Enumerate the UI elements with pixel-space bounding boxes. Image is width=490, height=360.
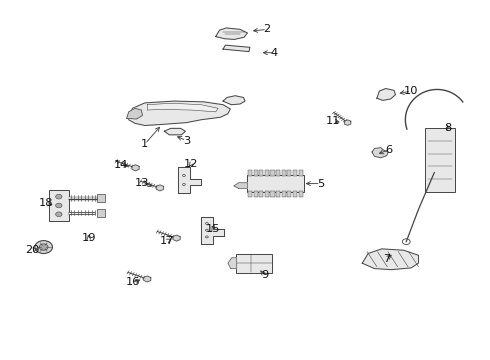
Bar	[248, 170, 252, 176]
Bar	[287, 170, 292, 176]
Text: 8: 8	[444, 123, 452, 133]
Text: 16: 16	[125, 277, 140, 287]
Polygon shape	[344, 120, 351, 125]
Polygon shape	[147, 103, 218, 112]
Circle shape	[56, 194, 62, 199]
Text: 12: 12	[184, 158, 198, 168]
FancyBboxPatch shape	[247, 175, 304, 192]
Bar	[293, 192, 297, 198]
Text: 17: 17	[160, 236, 174, 246]
Bar	[293, 170, 297, 176]
Polygon shape	[178, 167, 201, 193]
Bar	[270, 192, 274, 198]
Polygon shape	[362, 249, 418, 270]
Polygon shape	[144, 276, 151, 282]
FancyBboxPatch shape	[236, 254, 272, 273]
Bar	[298, 192, 303, 198]
Bar	[253, 192, 258, 198]
Text: 14: 14	[114, 159, 128, 170]
FancyBboxPatch shape	[49, 190, 69, 221]
Text: 3: 3	[183, 136, 190, 145]
Polygon shape	[228, 258, 237, 269]
Circle shape	[56, 203, 62, 208]
Polygon shape	[201, 217, 224, 244]
Bar	[248, 192, 252, 198]
Text: 10: 10	[404, 86, 418, 96]
Text: 7: 7	[383, 254, 391, 264]
FancyBboxPatch shape	[97, 209, 105, 217]
Polygon shape	[372, 148, 388, 158]
Bar	[298, 170, 303, 176]
Bar	[287, 192, 292, 198]
Text: 2: 2	[264, 24, 270, 35]
Polygon shape	[132, 165, 139, 171]
Bar	[270, 170, 274, 176]
Text: 15: 15	[206, 224, 220, 234]
Bar	[282, 192, 286, 198]
Circle shape	[56, 212, 62, 217]
Polygon shape	[164, 129, 185, 135]
Text: 6: 6	[386, 144, 392, 154]
Bar	[259, 170, 264, 176]
FancyBboxPatch shape	[97, 194, 105, 202]
Text: 4: 4	[271, 48, 278, 58]
Circle shape	[39, 244, 48, 250]
Polygon shape	[234, 183, 247, 188]
Bar	[276, 170, 280, 176]
Text: 1: 1	[141, 139, 148, 149]
Polygon shape	[127, 108, 143, 119]
Circle shape	[35, 240, 52, 253]
Text: 13: 13	[135, 178, 149, 188]
Bar	[276, 192, 280, 198]
Text: 9: 9	[261, 270, 268, 280]
Text: 5: 5	[317, 179, 324, 189]
Bar	[259, 192, 264, 198]
Bar	[253, 170, 258, 176]
Bar	[282, 170, 286, 176]
Polygon shape	[173, 235, 180, 241]
Polygon shape	[223, 45, 250, 51]
FancyBboxPatch shape	[425, 129, 455, 192]
Polygon shape	[377, 89, 395, 100]
Text: 20: 20	[25, 245, 40, 255]
Bar	[265, 170, 269, 176]
Bar	[265, 192, 269, 198]
Text: 11: 11	[326, 116, 340, 126]
Polygon shape	[156, 185, 164, 191]
Text: 18: 18	[38, 198, 53, 208]
Polygon shape	[223, 96, 245, 105]
Polygon shape	[216, 28, 247, 40]
Text: 19: 19	[81, 233, 96, 243]
Polygon shape	[128, 101, 230, 126]
